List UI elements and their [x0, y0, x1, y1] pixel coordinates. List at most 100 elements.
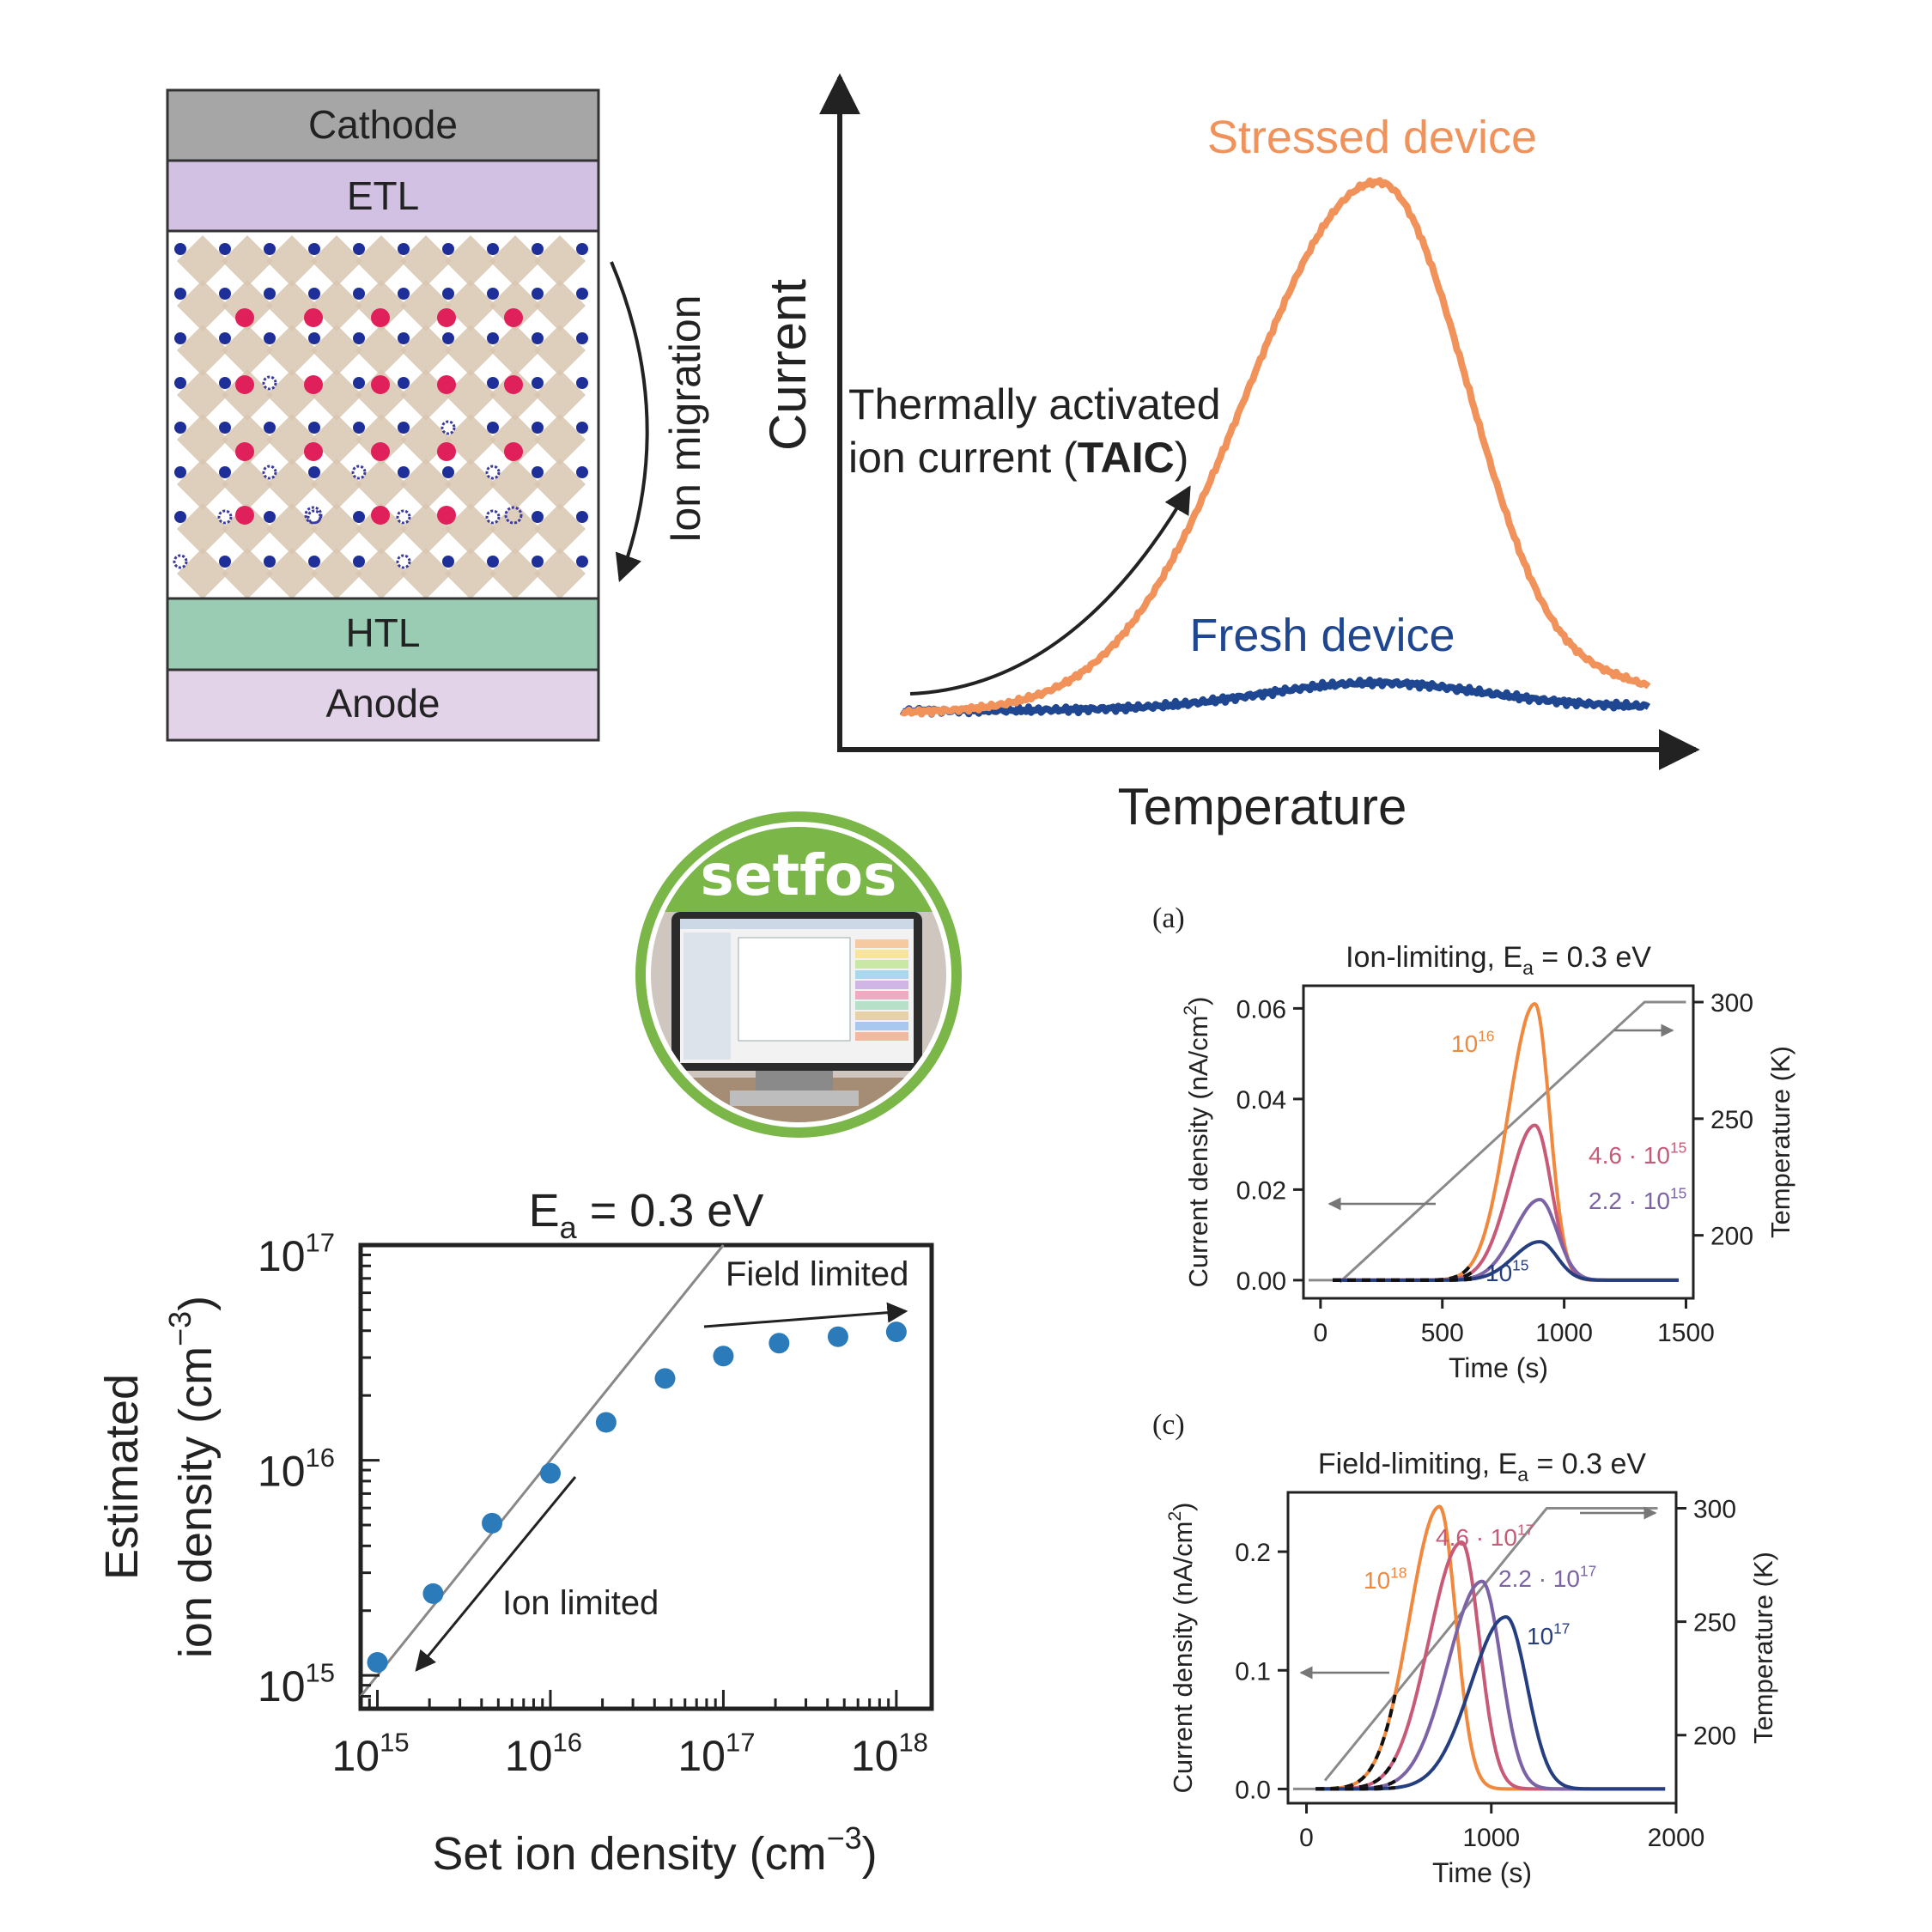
series-label: 1015 — [1485, 1256, 1528, 1286]
data-point — [769, 1333, 790, 1354]
title-main: Field-limiting, E — [1318, 1448, 1517, 1480]
panel-swatch — [855, 960, 908, 969]
anion — [174, 422, 186, 434]
y2-tick-label: 300 — [1693, 1495, 1736, 1523]
x-tick-label-exp: 17 — [726, 1728, 755, 1758]
series-label: 2.2 · 1017 — [1498, 1562, 1596, 1592]
y-tick-label: 0.00 — [1236, 1267, 1286, 1296]
data-point — [482, 1512, 503, 1534]
htl-label: HTL — [346, 611, 421, 655]
anion — [174, 466, 186, 478]
data-point — [422, 1583, 444, 1604]
title-sub: a — [560, 1210, 578, 1245]
cation — [235, 506, 254, 525]
cation — [235, 375, 254, 394]
octahedron — [534, 414, 586, 465]
cation — [371, 442, 390, 461]
octahedron — [266, 325, 318, 376]
y-label-main: Current density (nA/cm — [1183, 1016, 1213, 1288]
monitor-base — [730, 1091, 859, 1106]
title-sub: a — [1522, 957, 1534, 979]
cation — [371, 506, 390, 525]
y-axis-label: Current density (nA/cm2) — [1165, 1502, 1198, 1793]
cation — [437, 442, 456, 461]
series-label: 1016 — [1451, 1027, 1494, 1057]
octahedron — [489, 325, 541, 376]
taic-x-label: Temperature — [1118, 778, 1407, 835]
y-tick-label: 1017 — [258, 1228, 335, 1281]
series-label-exp: 18 — [1390, 1564, 1406, 1581]
vacancy — [304, 506, 323, 525]
ion-limiting-chart: (a) Ion-limiting, Ea = 0.3 eV 0.00 0.02 0.04… — [1152, 902, 1795, 1383]
series-label-exp: 17 — [1580, 1562, 1596, 1579]
x-tick-label-exp: 15 — [380, 1728, 409, 1758]
y2-axis-label: Temperature (K) — [1748, 1552, 1778, 1744]
taic-annotation-line2: ion current (TAIC) — [848, 434, 1188, 482]
scatter-y-label: Estimated ion density (cm−3) — [96, 1296, 222, 1658]
temperature-ramp-line — [1323, 1506, 1658, 1782]
anion — [353, 511, 365, 523]
anion — [398, 466, 410, 478]
cathode-label: Cathode — [308, 102, 458, 147]
octahedron — [445, 414, 496, 465]
ion-migration-arrow — [610, 261, 649, 583]
x-tick-label: 1500 — [1657, 1319, 1715, 1347]
title-rest: = 0.3 eV — [1534, 941, 1651, 974]
monitor-color-panels — [855, 939, 908, 1041]
series-curve — [1315, 1579, 1666, 1791]
anion — [264, 556, 276, 568]
vacancy — [440, 420, 456, 435]
octahedron — [177, 369, 228, 421]
anion — [398, 377, 410, 389]
x-tick-label-base: 10 — [505, 1732, 553, 1780]
anion — [487, 288, 499, 300]
monitor-sidebar — [683, 933, 731, 1060]
field-limiting-chart: (c) Field-limiting, Ea = 0.3 eV 0.0 0.1 0.2 2… — [1152, 1409, 1778, 1888]
anion — [264, 511, 276, 523]
octahedron — [311, 280, 362, 331]
panel-swatch — [855, 991, 908, 999]
data-point — [885, 1321, 907, 1343]
octahedron — [177, 548, 228, 599]
anion — [576, 466, 588, 478]
octahedron — [311, 548, 362, 599]
octahedron — [489, 459, 541, 510]
x-axis-label: Time (s) — [1432, 1857, 1532, 1888]
octahedron — [534, 235, 586, 287]
y-label-main: Current density (nA/cm — [1168, 1522, 1198, 1794]
anion — [442, 556, 454, 568]
y-tick-label: 0.1 — [1235, 1657, 1271, 1686]
taic-annotation-post: ) — [1175, 434, 1189, 482]
octahedron — [266, 459, 318, 510]
anion — [308, 422, 320, 434]
y-label-line2: ion density (cm−3) — [162, 1296, 222, 1658]
ion-limited-label: Ion limited — [502, 1584, 659, 1622]
x-tick-label: 0 — [1299, 1824, 1314, 1852]
logo-text: setfos — [701, 842, 897, 908]
anion — [576, 556, 588, 568]
vacancy — [173, 554, 188, 569]
title-rest: = 0.3 eV — [1528, 1448, 1646, 1480]
series-label-base: 4.6 · 10 — [1589, 1142, 1670, 1169]
octahedron — [400, 325, 452, 376]
anion — [442, 288, 454, 300]
vacancy — [396, 554, 411, 569]
htl-layer — [166, 597, 600, 671]
taic-annotation-line1: Thermally activated — [848, 380, 1221, 428]
cathode-layer — [166, 88, 600, 162]
anion — [353, 377, 365, 389]
anion — [174, 511, 186, 523]
cation — [504, 442, 523, 461]
anion — [532, 422, 544, 434]
octahedron — [534, 459, 586, 510]
series-label-exp: 15 — [1512, 1256, 1528, 1273]
series-label-base: 10 — [1364, 1567, 1390, 1594]
octahedron — [400, 548, 452, 599]
anion — [308, 332, 320, 344]
octahedron — [355, 369, 407, 421]
octahedron — [445, 235, 496, 287]
cation — [437, 308, 456, 327]
y-label-main: ion density (cm — [170, 1346, 222, 1658]
octahedron — [222, 325, 273, 376]
